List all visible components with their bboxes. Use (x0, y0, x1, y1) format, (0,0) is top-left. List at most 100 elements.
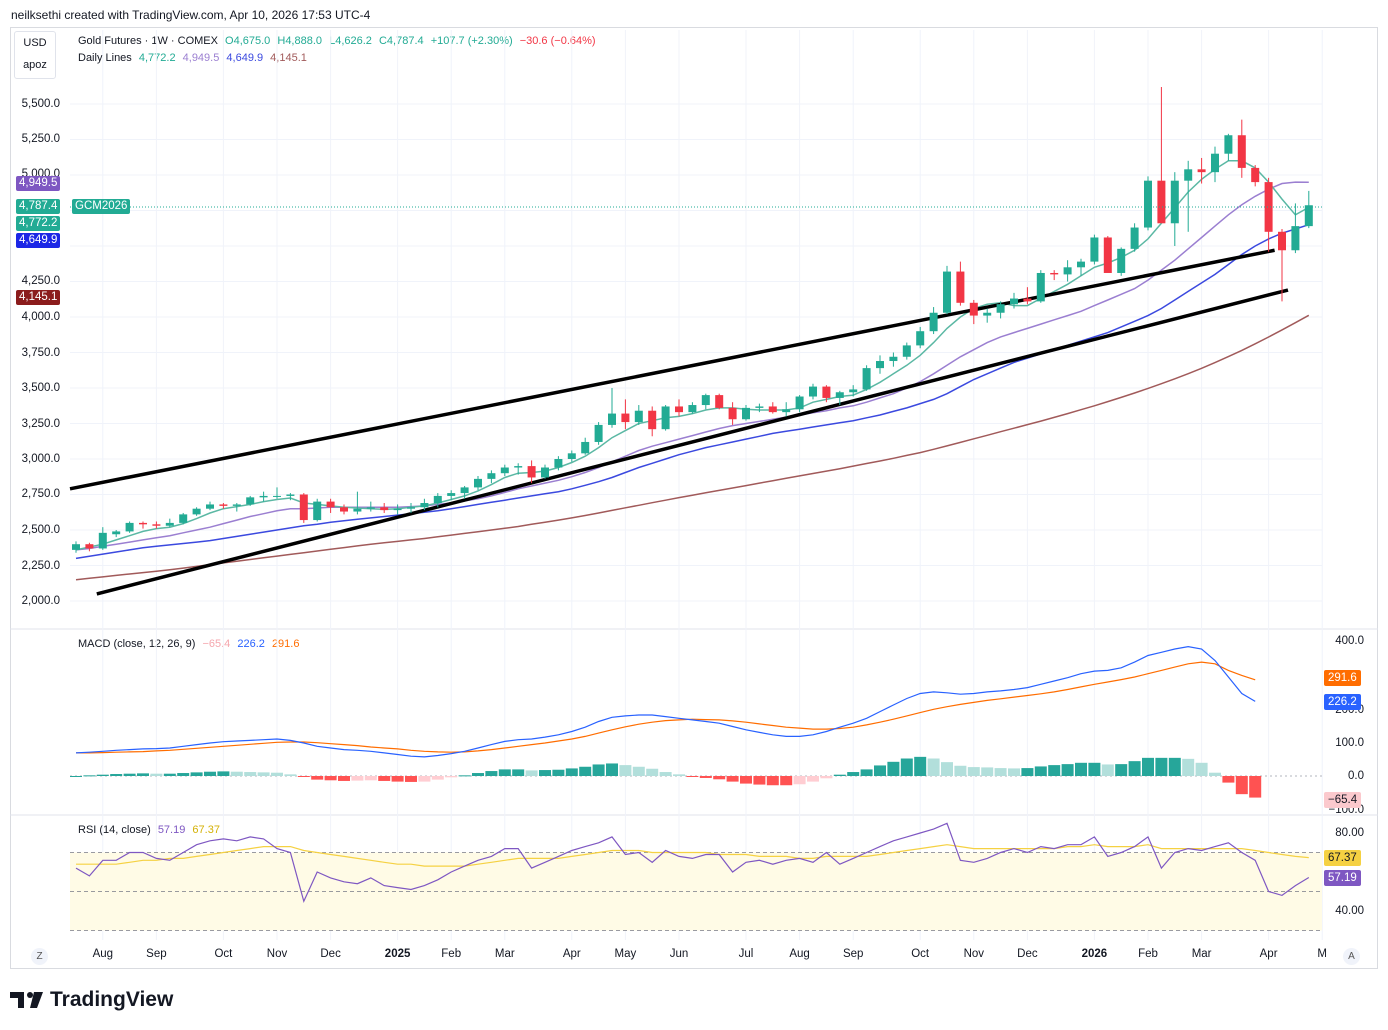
price-tick: 4,000.0 (21, 311, 60, 323)
macd-histogram-bar (512, 769, 525, 776)
candle-body (1090, 237, 1099, 262)
candle-body (232, 504, 241, 506)
line-ma5-value: 4,772.2 (138, 52, 176, 64)
symbol-title[interactable]: Gold Futures · 1W · COMEX (78, 35, 218, 47)
time-tick: Sep (146, 948, 167, 960)
candle-body (809, 386, 817, 397)
candle-body (862, 368, 871, 390)
candle-body (1063, 267, 1072, 275)
candle-body (768, 406, 777, 413)
macd-histogram-bar (1222, 776, 1235, 783)
candle-body (889, 356, 898, 362)
macd-histogram-bar (606, 763, 618, 776)
macd-tick: 100.0 (1335, 737, 1364, 749)
candle-body (366, 507, 375, 509)
timezone-button[interactable]: Z (31, 948, 48, 965)
macd-histogram-bar (70, 776, 82, 777)
candle-body (902, 345, 911, 357)
macd-histogram-bar (927, 758, 940, 776)
macd-tick: 0.0 (1348, 770, 1364, 782)
macd-histogram-bar (1155, 757, 1168, 776)
macd-histogram-bar (96, 774, 109, 776)
candle-body (514, 466, 523, 468)
macd-histogram-bar (177, 773, 190, 776)
candle-body (460, 487, 469, 494)
candle-body (72, 544, 80, 550)
macd-histogram-bar (150, 773, 163, 776)
price-tick: 3,250.0 (21, 418, 60, 430)
candle-body (715, 395, 724, 408)
time-tick: Apr (1259, 948, 1278, 960)
candle-body (608, 413, 616, 425)
candle-body (1184, 169, 1193, 181)
candle-body (755, 406, 764, 408)
rsi-ma-tag: 67.37 (1324, 850, 1361, 866)
macd-histogram-bar (498, 769, 511, 776)
macd-histogram-bar (378, 776, 391, 781)
macd-histogram-bar (110, 774, 123, 776)
rsi-tick: 40.00 (1335, 905, 1364, 917)
time-tick: Mar (494, 948, 515, 960)
macd-histogram-bar (1075, 762, 1087, 776)
price-tick: 4,250.0 (21, 275, 60, 287)
time-tick: Aug (92, 948, 114, 960)
ma50-line (75, 223, 1310, 560)
macd-histogram-bar (405, 776, 417, 782)
macd-signal-value: 291.6 (271, 638, 300, 650)
candle-body (1010, 298, 1018, 305)
rsi-value: 57.19 (157, 824, 186, 836)
candle-body (634, 410, 643, 423)
candle-body (433, 495, 442, 504)
rsi-label[interactable]: RSI (14, close) (78, 824, 151, 836)
macd-histogram-bar (565, 768, 578, 776)
candle-body (1144, 180, 1152, 228)
macd-signal-tag: 291.6 (1324, 670, 1361, 686)
line-ma200-value: 4,145.1 (270, 52, 307, 64)
candle-body (474, 478, 482, 488)
auto-scale-button[interactable]: A (1343, 948, 1360, 965)
time-tick: Oct (214, 948, 233, 960)
time-tick: Oct (911, 948, 930, 960)
macd-histogram-bar (244, 772, 257, 776)
macd-histogram-bar (1209, 772, 1221, 776)
candle-body (192, 508, 201, 515)
candle-body (1224, 135, 1233, 154)
macd-histogram-bar (1048, 765, 1061, 776)
rsi-legend: RSI (14, close) 57.19 67.37 (78, 824, 224, 836)
candle-body (206, 504, 214, 509)
macd-histogram-bar (324, 776, 337, 781)
macd-histogram-bar (847, 772, 860, 776)
macd-line-tag: 226.2 (1324, 694, 1361, 710)
currency-unit-box[interactable]: USD apoz (14, 31, 56, 79)
macd-legend: MACD (close, 12, 26, 9) −65.4 226.2 291.… (78, 638, 303, 650)
macd-histogram-bar (981, 767, 994, 776)
candle-body (1304, 205, 1313, 227)
candle-body (648, 410, 657, 430)
candle-body (943, 271, 951, 313)
candle-body (527, 466, 536, 478)
macd-histogram-bar (619, 765, 632, 776)
tradingview-logo: TradingView (10, 988, 173, 1012)
candle-body (701, 395, 710, 406)
candle-body (728, 407, 737, 420)
macd-histogram-bar (338, 776, 350, 781)
candle-body (675, 406, 683, 413)
macd-histogram-bar (257, 772, 270, 776)
ma50-price-tag: 4,649.9 (16, 233, 61, 248)
price-tick: 3,750.0 (21, 347, 60, 359)
candle-body (85, 544, 94, 549)
macd-label[interactable]: MACD (close, 12, 26, 9) (78, 638, 196, 650)
macd-histogram-bar (418, 776, 431, 782)
lines-label[interactable]: Daily Lines (78, 52, 132, 64)
time-tick: 2026 (1081, 948, 1108, 960)
macd-histogram-bar (659, 772, 672, 776)
macd-histogram-bar (137, 773, 149, 776)
candle-body (822, 386, 831, 398)
macd-histogram-bar (458, 775, 471, 777)
candle-body (876, 361, 884, 369)
time-tick: Jun (669, 948, 689, 960)
candle-body (795, 396, 804, 410)
candle-body (1077, 261, 1085, 268)
candle-body (688, 405, 697, 413)
